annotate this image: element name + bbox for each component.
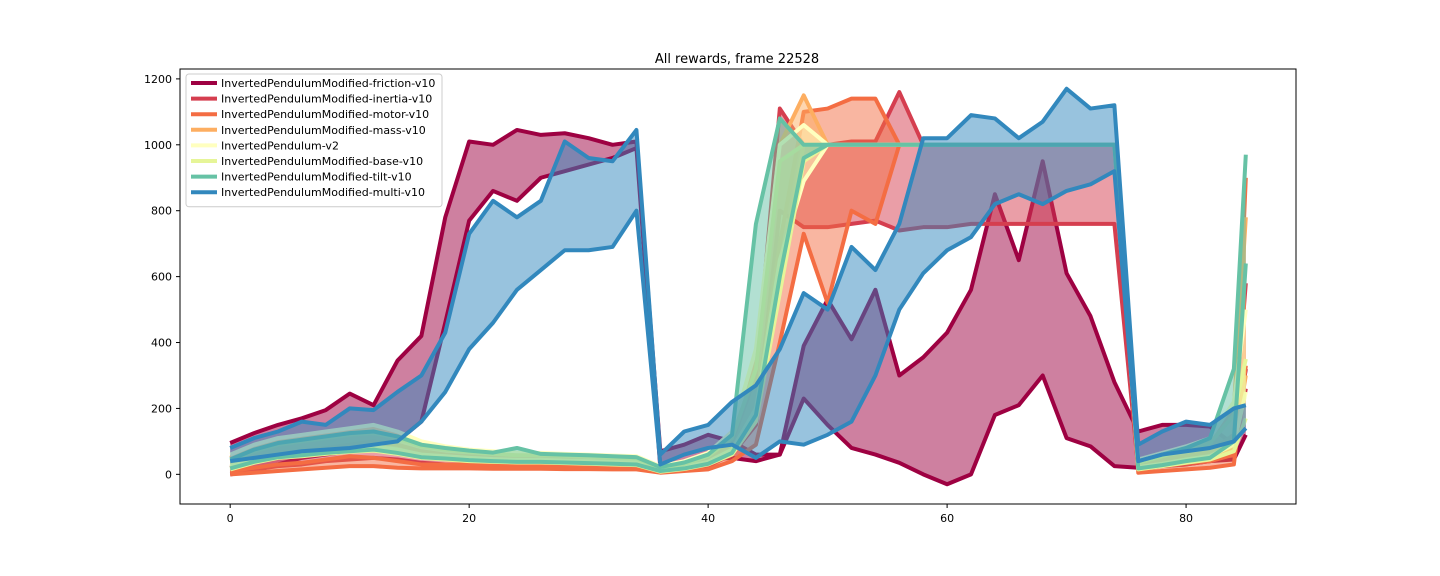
legend-box bbox=[185, 73, 443, 208]
legend-label: InvertedPendulumModified-motor-v10 bbox=[221, 108, 429, 121]
plot-area bbox=[229, 86, 1248, 487]
band-invertedpendulummodified-multi-v10 bbox=[230, 88, 1246, 465]
legend-item-invertedpendulummodified-tilt-v10: InvertedPendulumModified-tilt-v10 bbox=[191, 171, 412, 184]
legend-label: InvertedPendulumModified-friction-v10 bbox=[221, 77, 435, 90]
x-tick-label: 60 bbox=[940, 512, 954, 525]
y-tick-label: 1000 bbox=[144, 139, 172, 152]
x-axis: 0 20 40 60 80 bbox=[227, 504, 1193, 525]
legend-item-invertedpendulummodified-multi-v10: InvertedPendulumModified-multi-v10 bbox=[191, 186, 425, 199]
x-tick-label: 40 bbox=[701, 512, 715, 525]
legend-item-invertedpendulummodified-inertia-v10: InvertedPendulumModified-inertia-v10 bbox=[191, 93, 432, 106]
y-tick-label: 200 bbox=[151, 402, 172, 415]
x-tick-label: 20 bbox=[462, 512, 476, 525]
y-tick-label: 0 bbox=[165, 468, 172, 481]
y-tick-label: 1200 bbox=[144, 73, 172, 86]
chart-title: All rewards, frame 22528 bbox=[655, 52, 819, 67]
legend-label: InvertedPendulum-v2 bbox=[221, 139, 339, 152]
upper-line-invertedpendulummodified-multi-v10 bbox=[229, 86, 1247, 457]
y-tick-label: 600 bbox=[151, 271, 172, 284]
y-tick-label: 400 bbox=[151, 337, 172, 350]
legend-item-invertedpendulummodified-motor-v10: InvertedPendulumModified-motor-v10 bbox=[191, 108, 429, 121]
x-tick-label: 0 bbox=[227, 512, 234, 525]
y-tick-label: 800 bbox=[151, 205, 172, 218]
y-axis: 0 200 400 600 800 1000 1200 bbox=[144, 73, 180, 481]
legend: InvertedPendulumModified-friction-v10 Inv… bbox=[185, 73, 443, 208]
lower-line-invertedpendulummodified-multi-v10 bbox=[229, 169, 1248, 467]
legend-item-invertedpendulummodified-friction-v10: InvertedPendulumModified-friction-v10 bbox=[191, 77, 435, 90]
legend-label: InvertedPendulumModified-tilt-v10 bbox=[221, 171, 412, 184]
legend-label: InvertedPendulumModified-base-v10 bbox=[221, 155, 423, 168]
plot-frame bbox=[179, 68, 1297, 505]
legend-item-invertedpendulummodified-mass-v10: InvertedPendulumModified-mass-v10 bbox=[191, 124, 426, 137]
x-tick-label: 80 bbox=[1179, 512, 1193, 525]
legend-item-invertedpendulum-v2: InvertedPendulum-v2 bbox=[191, 139, 339, 152]
legend-label: InvertedPendulumModified-inertia-v10 bbox=[221, 93, 432, 106]
legend-item-invertedpendulummodified-base-v10: InvertedPendulumModified-base-v10 bbox=[191, 155, 423, 168]
legend-label: InvertedPendulumModified-multi-v10 bbox=[221, 186, 425, 199]
legend-label: InvertedPendulumModified-mass-v10 bbox=[221, 124, 426, 137]
series-invertedpendulummodified-multi-v10 bbox=[229, 86, 1248, 467]
